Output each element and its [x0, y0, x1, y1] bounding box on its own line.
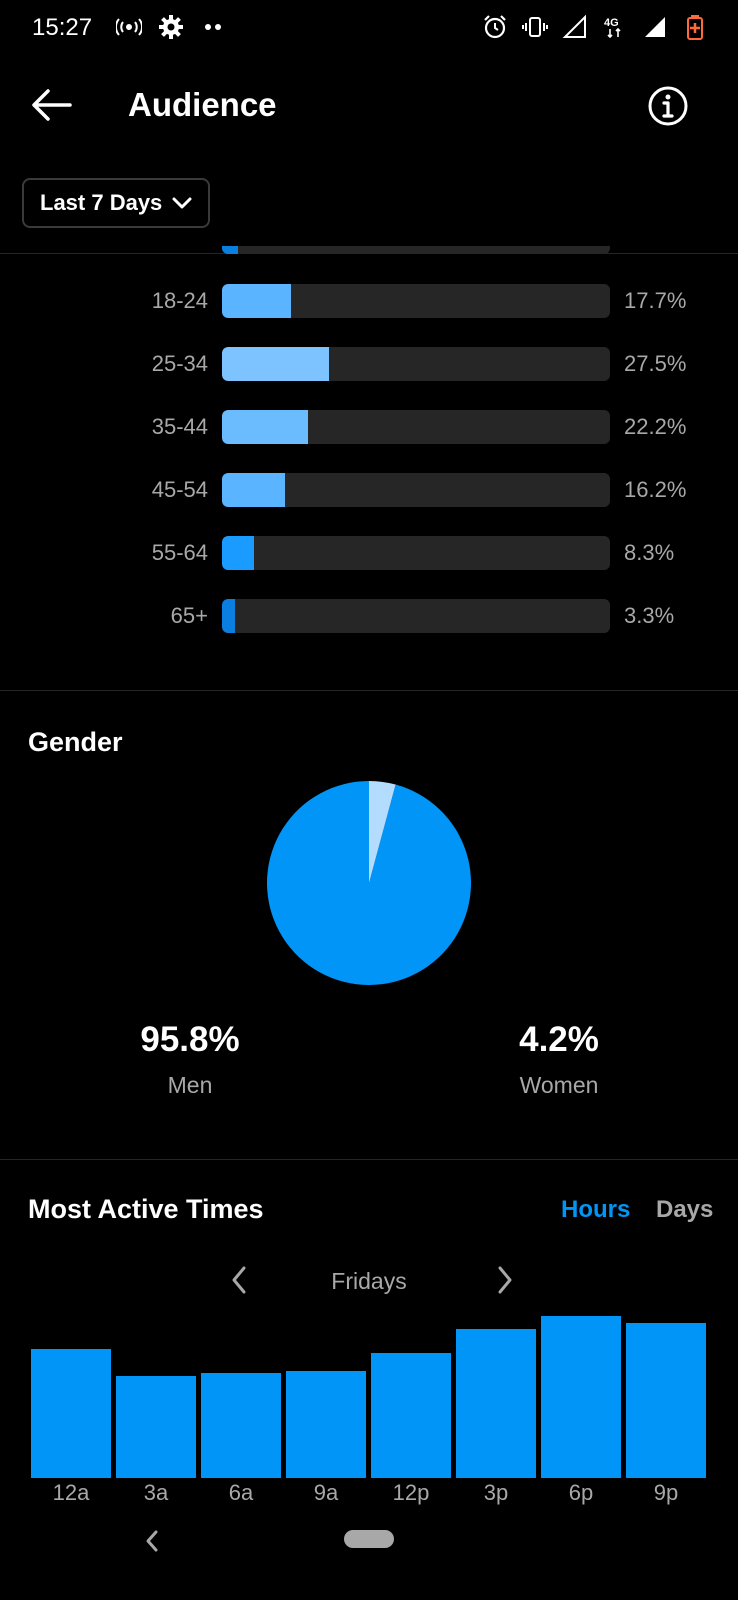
hour-bar [456, 1329, 536, 1478]
pie-slice-men [266, 781, 471, 985]
settings-gear-icon [159, 15, 183, 39]
status-bar: 15:27 [0, 0, 738, 58]
age-row: 55-64 8.3% [0, 536, 738, 570]
active-times-title: Most Active Times [28, 1194, 264, 1224]
svg-text:4G: 4G [604, 17, 619, 29]
age-percentage: 8.3% [624, 540, 675, 565]
men-label: Men [167, 1072, 213, 1098]
alarm-icon [484, 15, 506, 39]
hour-bar [541, 1316, 621, 1478]
age-bar-fill [222, 410, 309, 444]
hour-bar [286, 1370, 366, 1478]
hour-tick-label: 6a [228, 1480, 254, 1505]
age-range-label: 65+ [170, 603, 208, 628]
age-percentage: 3.3% [624, 603, 675, 628]
age-bar-fill [222, 473, 285, 507]
status-left-icons [116, 14, 226, 40]
age-range-label: 35-44 [151, 414, 208, 439]
age-row: 45-54 16.2% [0, 473, 738, 507]
age-bar-track [222, 410, 610, 444]
pie-slice-women [369, 781, 396, 883]
day-navigator: Fridays [0, 1262, 738, 1302]
gender-pie-chart [266, 781, 471, 985]
hour-bar [116, 1375, 196, 1478]
app-header: Audience [0, 76, 738, 136]
gender-men-stat: 95.8% Men [90, 1020, 290, 1099]
hour-tick-label: 12p [392, 1480, 430, 1505]
selected-day: Fridays [331, 1268, 407, 1294]
back-button[interactable] [28, 82, 74, 128]
hour-tick-label: 3p [483, 1480, 509, 1505]
nav-back-icon[interactable] [140, 1526, 164, 1556]
men-percentage: 95.8% [140, 1020, 240, 1059]
vibrate-icon [522, 17, 548, 37]
signal-full-icon [645, 17, 665, 37]
age-row: 65+ 3.3% [0, 599, 738, 633]
age-row: 25-34 27.5% [0, 347, 738, 381]
age-row: 18-24 17.7% [0, 284, 738, 318]
status-right-icons: 4G [482, 14, 708, 40]
more-dots-icon [205, 24, 221, 30]
chevron-right-icon[interactable] [490, 1262, 520, 1298]
chevron-down-icon [172, 197, 192, 209]
gender-title: Gender [28, 727, 123, 757]
age-percentage: 17.7% [624, 288, 687, 313]
gender-women-stat: 4.2% Women [459, 1020, 659, 1099]
hour-tick-label: 12a [52, 1480, 90, 1505]
hour-tick-label: 9p [653, 1480, 679, 1505]
age-range-label: 18-24 [151, 288, 208, 313]
section-divider [0, 690, 738, 691]
wireless-icon [116, 18, 142, 36]
age-bar-fill [222, 284, 291, 318]
age-bar-fill [222, 599, 235, 633]
age-bar-track [222, 536, 610, 570]
women-label: Women [519, 1072, 599, 1098]
network-4g-icon: 4G [604, 17, 621, 39]
system-nav-bar [0, 1510, 738, 1600]
hours-toggle[interactable]: Hours [561, 1196, 631, 1223]
date-range-label: Last 7 Days [40, 190, 163, 215]
age-bar-fill [222, 536, 255, 570]
arrow-left-icon [32, 89, 72, 121]
section-divider [0, 1159, 738, 1160]
age-row: 35-44 22.2% [0, 410, 738, 444]
age-bar-track [222, 347, 610, 381]
hour-bar [626, 1322, 706, 1478]
hour-tick-label: 3a [143, 1480, 169, 1505]
age-range-label: 55-64 [151, 540, 208, 565]
info-icon[interactable] [646, 84, 690, 128]
chevron-left-icon[interactable] [224, 1262, 254, 1298]
hour-bar [31, 1348, 111, 1478]
status-time: 15:27 [32, 14, 93, 41]
active-hours-chart: 12a 3a 6a 9a 12p 3p 6p 9p [0, 1310, 738, 1510]
age-bar-track [222, 473, 610, 507]
hour-tick-label: 9a [313, 1480, 339, 1505]
age-bar-fill [222, 347, 329, 381]
age-range-label: 25-34 [151, 351, 208, 376]
date-range-dropdown[interactable]: Last 7 Days [22, 178, 210, 228]
hour-bar [371, 1352, 451, 1478]
hour-bar [201, 1373, 281, 1478]
women-percentage: 4.2% [519, 1020, 599, 1059]
page-title: Audience [128, 86, 277, 123]
days-toggle[interactable]: Days [656, 1196, 714, 1223]
age-range-label: 45-54 [151, 477, 208, 502]
age-percentage: 16.2% [624, 477, 687, 502]
signal-icon [562, 14, 586, 38]
scrolled-age-bar-remnant [222, 246, 610, 254]
hour-tick-label: 6p [568, 1480, 594, 1505]
age-percentage: 22.2% [624, 414, 687, 439]
battery-icon [687, 15, 703, 40]
age-percentage: 27.5% [624, 351, 687, 376]
age-bar-track [222, 284, 610, 318]
age-bar-track [222, 599, 610, 633]
home-pill-icon[interactable] [344, 1530, 394, 1548]
